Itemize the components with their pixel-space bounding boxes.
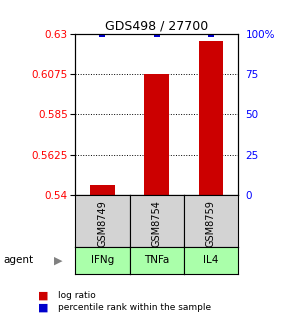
Point [154,31,159,36]
Bar [144,74,169,195]
Point [209,31,213,36]
Text: ▶: ▶ [54,255,62,265]
Text: log ratio: log ratio [58,291,96,300]
Text: ■: ■ [38,291,48,301]
Point [100,31,105,36]
Bar [199,41,223,195]
Text: IL4: IL4 [203,255,218,265]
Text: percentile rank within the sample: percentile rank within the sample [58,303,211,312]
Text: ■: ■ [38,302,48,312]
Text: IFNg: IFNg [91,255,114,265]
Text: agent: agent [3,255,33,265]
Bar [90,185,115,195]
Text: GSM8754: GSM8754 [152,200,162,247]
Text: TNFa: TNFa [144,255,169,265]
Text: GSM8759: GSM8759 [206,200,216,247]
Text: GSM8749: GSM8749 [97,200,108,247]
Title: GDS498 / 27700: GDS498 / 27700 [105,19,208,33]
